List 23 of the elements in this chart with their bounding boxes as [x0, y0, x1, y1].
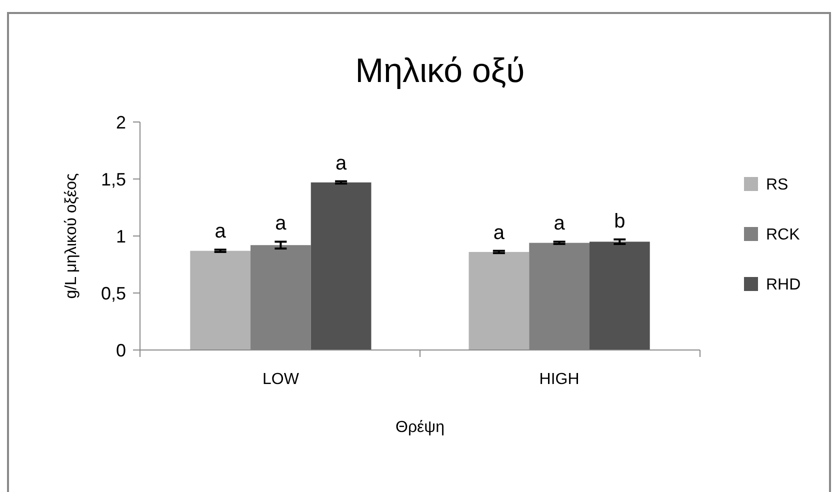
data-label: a — [275, 212, 288, 235]
y-tick-label: 1 — [116, 226, 126, 246]
bar — [190, 250, 251, 350]
data-label: a — [493, 222, 506, 244]
y-tick-label: 2 — [116, 112, 126, 132]
data-label: b — [614, 210, 626, 232]
legend-label: RHD — [766, 276, 801, 294]
x-tick-label: HIGH — [539, 371, 580, 388]
data-label: a — [554, 212, 566, 235]
data-label: a — [214, 220, 227, 243]
legend-label: RS — [766, 176, 788, 194]
bar — [310, 182, 372, 350]
x-axis-title: Θρέψη — [396, 419, 444, 436]
y-tick-label: 1,5 — [100, 169, 126, 190]
bar — [468, 252, 530, 350]
y-axis-title: g/L μηλικού οξέος — [63, 172, 80, 299]
y-tick-label: 0 — [116, 340, 126, 360]
y-tick-label: 0,5 — [100, 283, 126, 304]
legend-label: RCK — [766, 226, 800, 244]
chart-title: Μηλικό οξύ — [355, 52, 525, 90]
x-tick-label: LOW — [262, 371, 300, 388]
bar — [589, 242, 650, 350]
data-label: a — [336, 152, 348, 174]
